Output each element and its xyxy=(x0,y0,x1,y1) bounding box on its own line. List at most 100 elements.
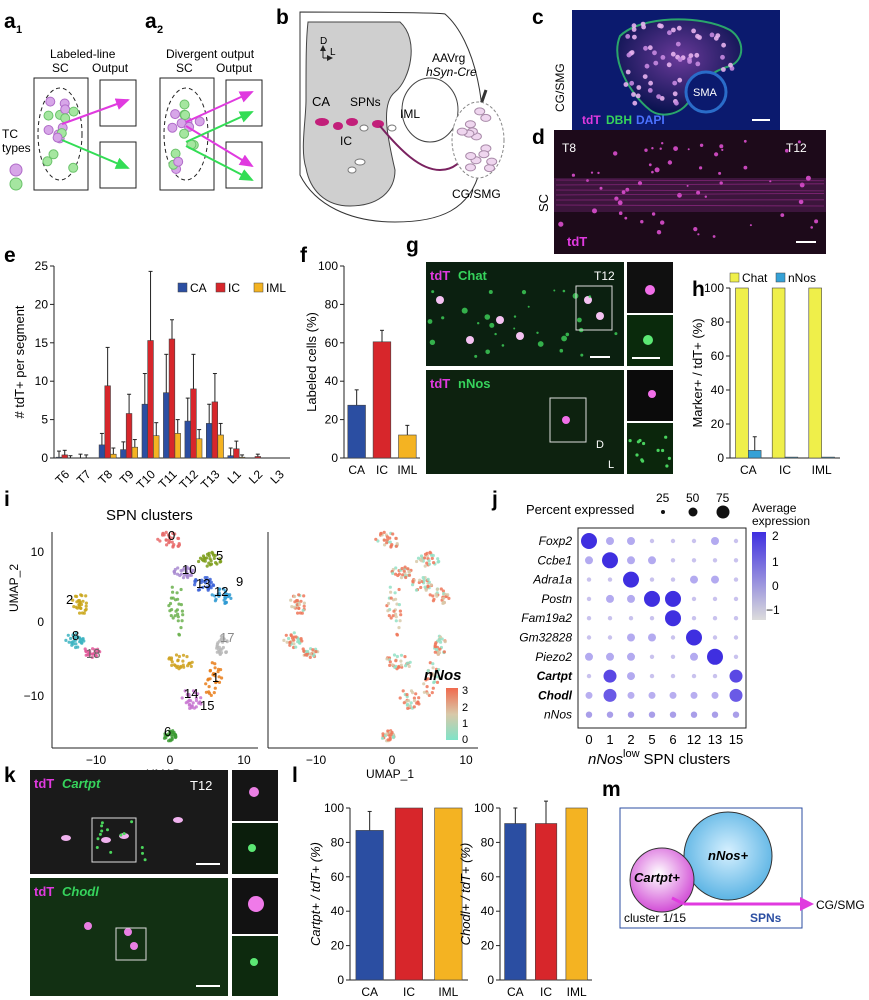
umap-point xyxy=(186,664,190,668)
g-chat-mark xyxy=(501,344,505,347)
k-cartpt-mark xyxy=(95,846,99,849)
m-nnos-label: nNos+ xyxy=(708,848,749,863)
umap-point xyxy=(182,566,186,571)
k-cartpt-mark xyxy=(140,846,144,849)
ganglion-cell xyxy=(484,164,495,173)
umap-nnos-point xyxy=(441,596,446,600)
umap-point xyxy=(197,701,201,705)
umap-point xyxy=(204,682,208,686)
umap-point xyxy=(181,576,186,580)
g-nnos-mark xyxy=(661,448,665,453)
umap-point xyxy=(180,619,184,623)
tc-cell xyxy=(43,110,54,121)
g-micrograph-nnos xyxy=(426,370,624,474)
umap-nnos-point xyxy=(288,641,292,645)
j-dot xyxy=(733,635,739,640)
umap-point xyxy=(71,598,75,602)
d-neuron-mark xyxy=(558,221,564,227)
chart-f-ytick-label: 0 xyxy=(331,451,338,465)
g-nnos-mark xyxy=(664,435,668,439)
d-neuron-mark xyxy=(699,166,703,170)
chart-e-ytick-label: 25 xyxy=(35,259,49,273)
j-dot xyxy=(623,571,639,588)
panel-g-label: g xyxy=(406,234,419,257)
j-gene-label: Gm32828 xyxy=(519,631,572,645)
g-chat-mark xyxy=(461,307,468,314)
umap-nnos-point xyxy=(388,738,392,742)
panel-h: h 0 20 40 60 80 100 Marker+ / tdT+ (%) CA IC IML C… xyxy=(690,271,840,477)
b-gray-matter xyxy=(302,21,412,207)
chart-l1-ytick-label: 20 xyxy=(331,939,345,953)
chart-h-bar xyxy=(771,287,786,459)
umap-nnos-point xyxy=(395,654,399,659)
chart-f: 0 20 40 60 80 100 Labeled cells (%) CA IC IML xyxy=(304,259,420,477)
a2-output-label: Output xyxy=(216,61,253,75)
tc-cell xyxy=(48,149,59,160)
umap-nnos-point xyxy=(389,616,393,620)
umap-point xyxy=(225,640,229,644)
d-neuron-mark xyxy=(780,213,785,218)
d-neuron-mark xyxy=(814,219,819,224)
umap-nnos-point xyxy=(435,587,439,592)
umap-nnos-point xyxy=(380,736,385,740)
j-dot xyxy=(586,577,592,582)
umap-nnos-point xyxy=(295,599,300,603)
chart-h-bar xyxy=(747,450,762,459)
chart-l2-xtick-label: IC xyxy=(540,985,552,999)
umap-point xyxy=(176,615,180,619)
umap-nnos-point xyxy=(311,648,315,652)
umap-point xyxy=(78,611,82,615)
umap-nnos-point xyxy=(312,654,316,658)
g-chat-mark xyxy=(477,322,480,325)
umap-nnos-point xyxy=(430,556,434,561)
j-dot xyxy=(648,556,656,565)
b-spn-cell xyxy=(346,118,358,126)
umap-point xyxy=(208,584,212,588)
umap-point xyxy=(214,561,218,565)
umap-nnos-point xyxy=(394,536,398,541)
umap-nnos-point xyxy=(397,665,401,670)
umap-nnos-point xyxy=(290,605,294,609)
a2-sc-box xyxy=(159,77,215,191)
i-cluster-label: 17 xyxy=(220,630,234,645)
j-dot xyxy=(733,616,739,621)
j-dot xyxy=(586,616,592,621)
c-neuron-dot xyxy=(656,94,661,99)
c-neuron-dot xyxy=(631,27,637,32)
c-neuron-dot xyxy=(644,63,650,69)
tc-cell xyxy=(179,99,190,110)
g-chat-mark xyxy=(513,327,516,330)
umap-nnos-point xyxy=(403,565,407,569)
umap-nnos-point xyxy=(300,611,304,615)
umap-point xyxy=(216,641,220,645)
j-dot xyxy=(665,610,681,627)
umap-nnos-point xyxy=(404,664,408,668)
chart-e-bar xyxy=(196,438,203,459)
d-neuron-mark xyxy=(617,200,623,206)
umap-point xyxy=(211,583,215,587)
umap-nnos-point xyxy=(432,680,436,685)
a2-arrow-magenta-2 xyxy=(185,125,254,168)
chart-e-legend-swatch xyxy=(177,282,188,293)
d-neuron-mark xyxy=(667,160,673,165)
umap-point xyxy=(82,639,86,643)
d-neuron-mark xyxy=(797,140,801,144)
umap-point xyxy=(173,532,177,536)
a2-sc-label: SC xyxy=(176,61,193,75)
d-neuron-mark xyxy=(673,146,678,152)
panel-i: i SPN clusters 10 0 −10 −10 0 10 −10 0 1… xyxy=(4,488,478,781)
umap-point xyxy=(189,573,194,577)
g-chat-mark xyxy=(588,295,592,298)
umap-point xyxy=(156,537,160,541)
k-cartpt-mark xyxy=(106,828,109,832)
d-neuron-mark xyxy=(743,139,747,143)
chart-h-ytick-label: 60 xyxy=(711,349,725,363)
g-chat-mark xyxy=(513,315,517,318)
umap-point xyxy=(224,600,228,605)
umap-nnos-point xyxy=(412,696,416,700)
j-dot xyxy=(670,635,676,640)
d-fiber xyxy=(555,179,825,182)
j-dot xyxy=(691,558,697,563)
k-roi-box-1 xyxy=(91,817,137,863)
b-cgsmg-label: CG/SMG xyxy=(452,187,501,201)
